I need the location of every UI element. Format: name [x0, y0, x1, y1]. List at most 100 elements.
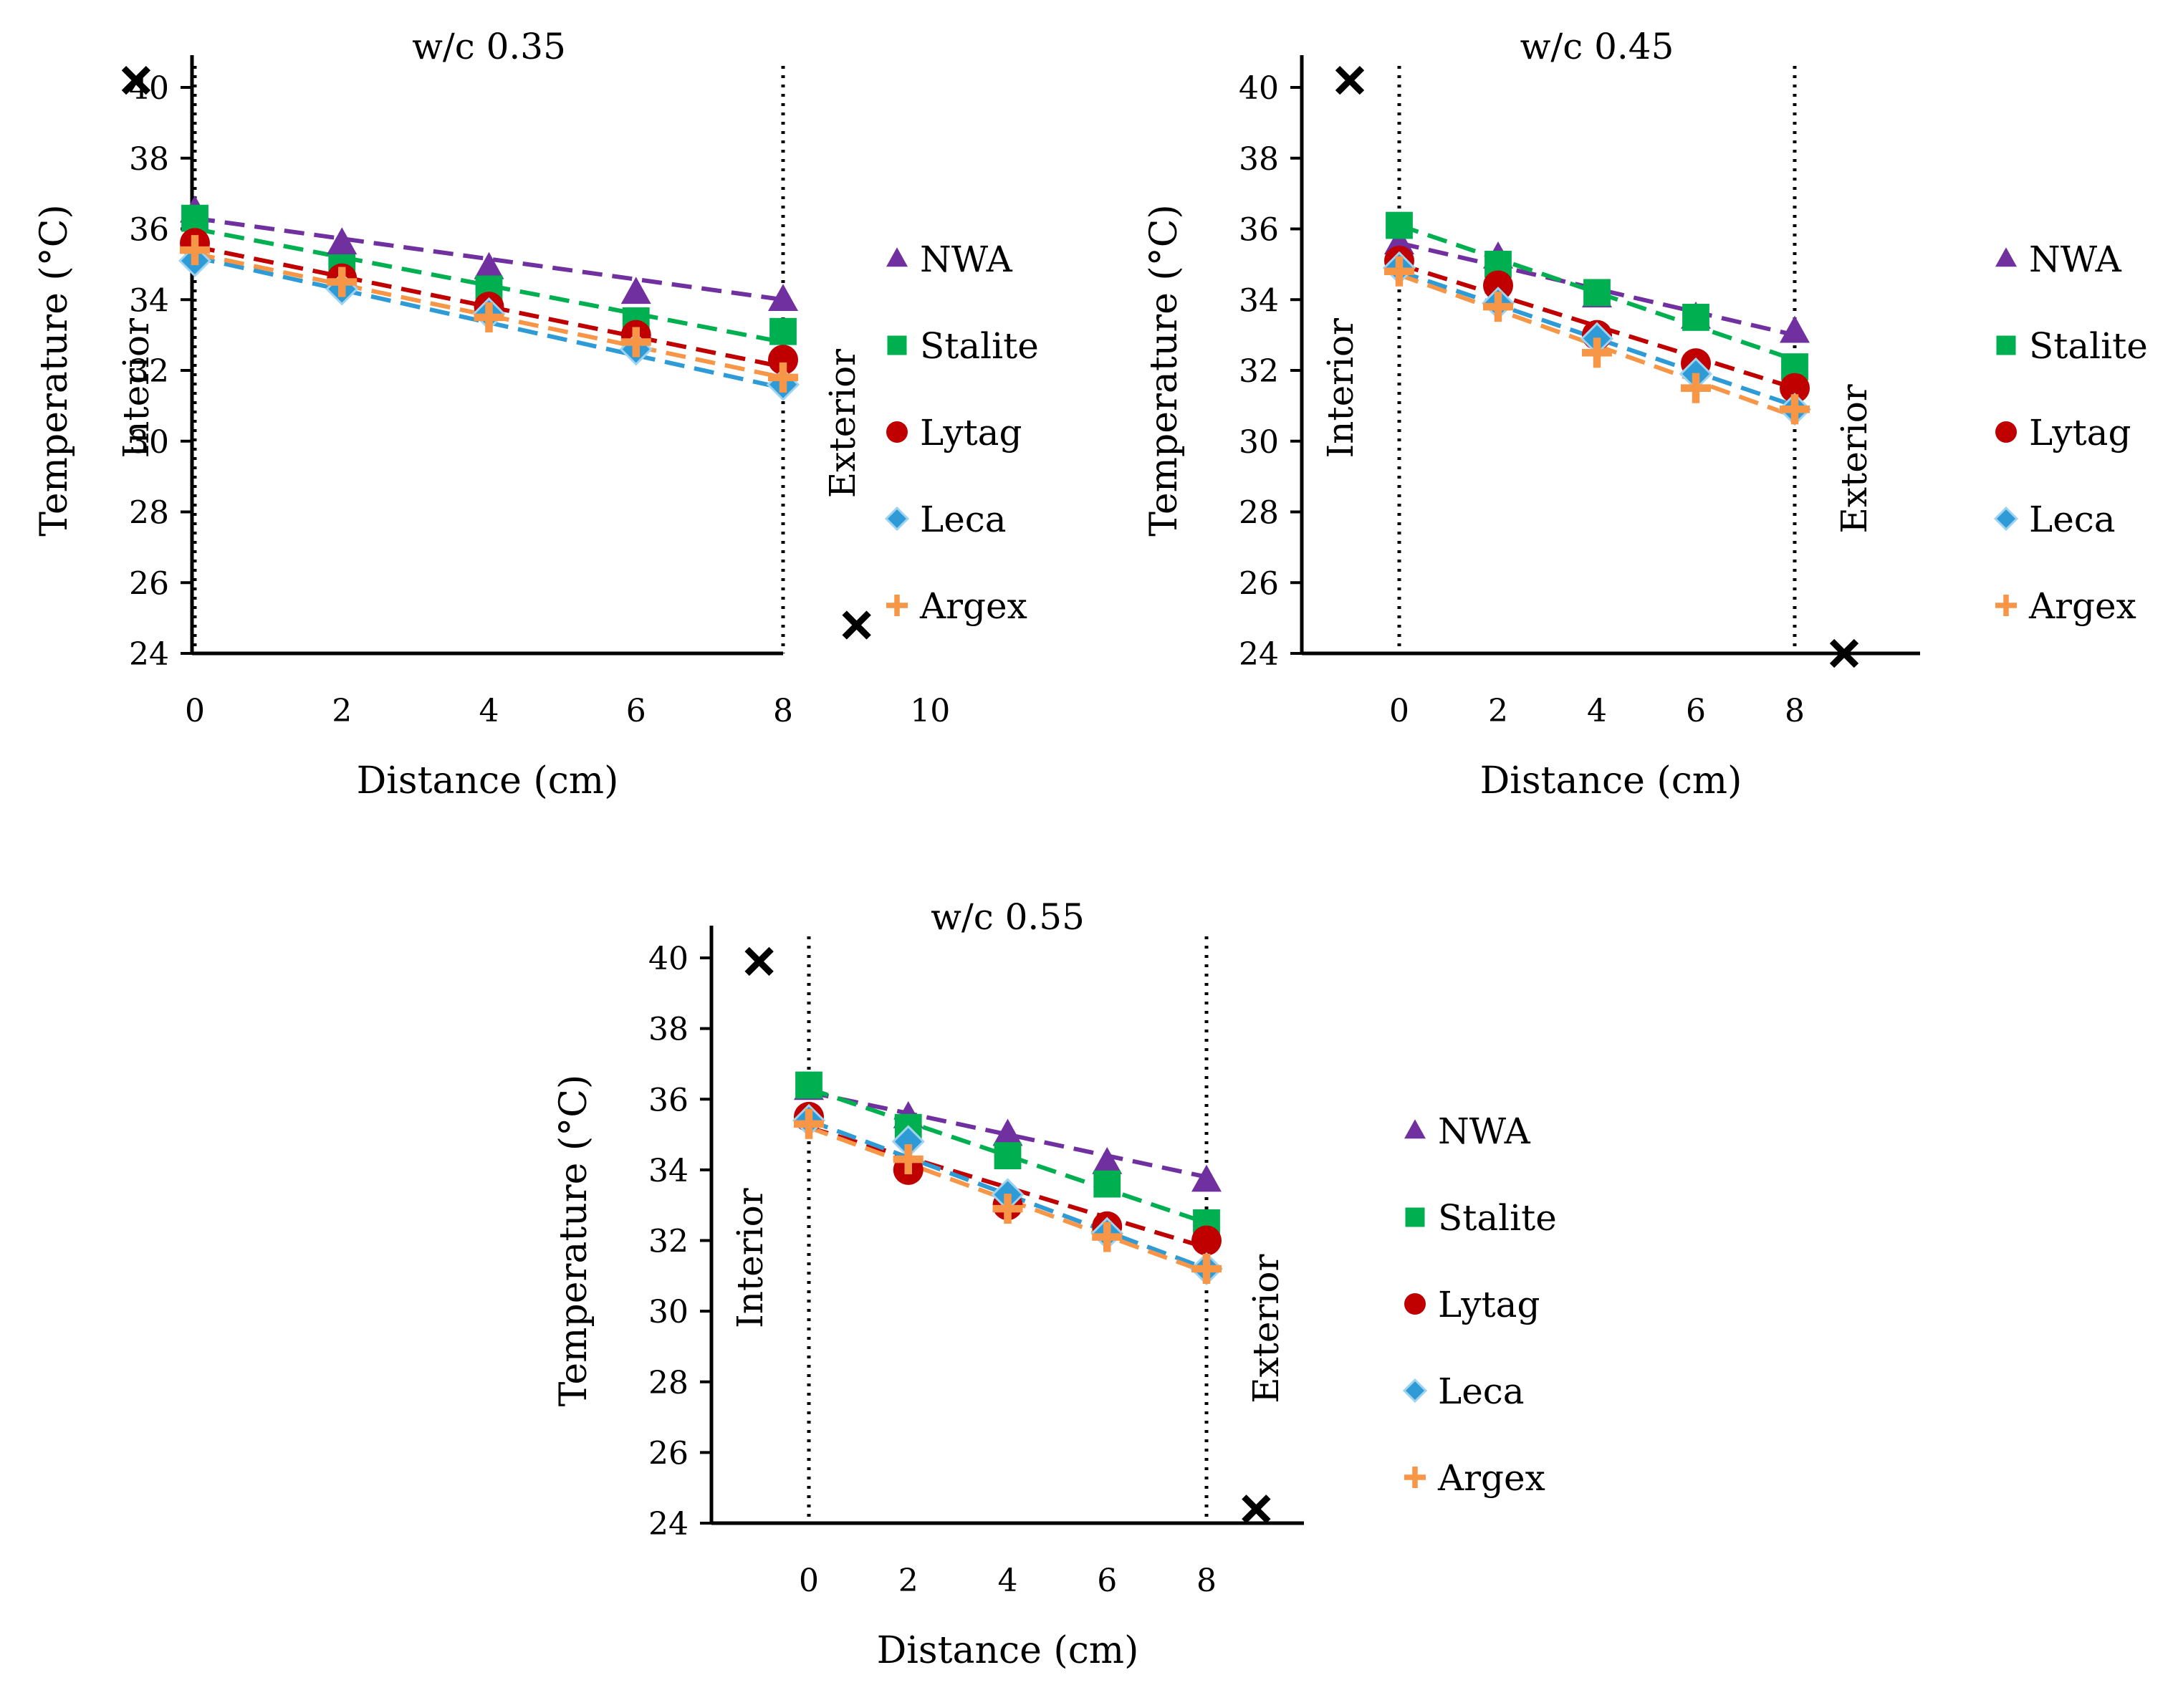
y-tick-label: 34: [129, 282, 169, 319]
data-point-argex: [1092, 1222, 1123, 1252]
legend-marker-nwa: [886, 247, 908, 267]
legend-label-nwa: NWA: [2029, 239, 2122, 280]
legend-label-nwa: NWA: [1438, 1110, 1531, 1152]
legend-label-stalite: Stalite: [2029, 325, 2148, 367]
trend-line-nwa: [808, 1090, 1207, 1179]
x-tick-label: 6: [1097, 1563, 1117, 1599]
y-tick-label: 30: [129, 424, 169, 461]
y-tick-label: 32: [129, 353, 169, 390]
legend-marker-leca: [1402, 1378, 1428, 1404]
data-point-nwa: [620, 277, 651, 304]
boundary-x-marker: [744, 946, 774, 977]
x-tick-label: 6: [1686, 693, 1706, 729]
data-point-argex: [1191, 1253, 1222, 1284]
boundary-x-marker: [842, 610, 871, 640]
data-point-argex: [620, 327, 651, 358]
exterior-label: Exterior: [822, 349, 863, 498]
y-tick-label: 26: [648, 1435, 689, 1472]
legend-marker-argex: [1404, 1467, 1426, 1488]
y-tick-label: 26: [1239, 565, 1279, 602]
y-tick-label: 28: [1239, 495, 1279, 532]
data-point-nwa: [327, 227, 358, 254]
data-point-stalite: [795, 1071, 822, 1099]
y-tick-label: 30: [648, 1294, 689, 1330]
legend-marker-leca: [1993, 506, 2019, 532]
data-point-stalite: [994, 1142, 1022, 1170]
x-axis-title: Distance (cm): [357, 759, 619, 802]
x-tick-label: 2: [898, 1563, 918, 1599]
y-tick-label: 26: [129, 565, 169, 602]
data-point-lytag: [1191, 1225, 1222, 1256]
x-tick-label: 4: [998, 1563, 1018, 1599]
x-tick-label: 2: [1488, 693, 1508, 729]
data-point-stalite: [1583, 279, 1611, 307]
x-tick-label: 4: [1587, 693, 1607, 729]
data-point-lytag: [1483, 270, 1513, 301]
y-axis-title: Temperature (°C): [33, 204, 76, 537]
trend-line-nwa: [1399, 241, 1795, 337]
y-tick-label: 24: [1239, 636, 1279, 673]
y-tick-label: 34: [648, 1153, 689, 1189]
data-point-argex: [1384, 256, 1414, 287]
legend-label-lytag: Lytag: [2029, 412, 2131, 454]
legend-label-stalite: Stalite: [920, 325, 1039, 367]
data-point-argex: [474, 302, 504, 332]
y-tick-label: 28: [648, 1365, 689, 1401]
trend-line-argex: [1398, 272, 1796, 419]
x-tick-label: 2: [332, 693, 352, 729]
data-point-argex: [992, 1194, 1023, 1224]
data-point-argex: [893, 1144, 924, 1175]
legend-marker-stalite: [887, 335, 907, 355]
data-point-argex: [1681, 373, 1711, 403]
legend-label-leca: Leca: [1438, 1371, 1525, 1412]
trend-line-lytag: [1399, 262, 1795, 390]
y-tick-label: 32: [648, 1224, 689, 1260]
legend-label-lytag: Lytag: [920, 412, 1022, 454]
y-axis-title: Temperature (°C): [1143, 204, 1186, 537]
x-tick-label: 0: [1389, 693, 1409, 729]
trend-line-lytag: [808, 1125, 1207, 1250]
chart-title: w/c 0.35: [412, 26, 566, 67]
legend-marker-nwa: [1995, 247, 2017, 267]
data-point-argex: [327, 267, 358, 297]
boundary-x-marker: [1829, 638, 1859, 668]
legend-label-lytag: Lytag: [1438, 1284, 1540, 1325]
chart-title: w/c 0.55: [931, 896, 1085, 938]
trend-line-argex: [194, 251, 784, 380]
y-tick-label: 32: [1239, 353, 1279, 390]
data-point-stalite: [769, 317, 797, 345]
exterior-label: Exterior: [1245, 1254, 1287, 1404]
legend-label-argex: Argex: [919, 585, 1027, 627]
data-point-lytag: [1780, 373, 1810, 403]
x-tick-label: 4: [479, 693, 499, 729]
legend-marker-nwa: [1404, 1119, 1426, 1139]
legend-marker-argex: [886, 595, 908, 616]
y-tick-label: 40: [1239, 70, 1279, 107]
y-tick-label: 40: [648, 941, 689, 977]
legend-marker-lytag: [1995, 421, 2017, 443]
legend-label-stalite: Stalite: [1438, 1197, 1557, 1239]
data-point-argex: [794, 1108, 824, 1139]
y-tick-label: 24: [648, 1506, 689, 1543]
x-tick-label: 8: [1785, 693, 1805, 729]
data-point-lytag: [768, 345, 798, 375]
data-point-nwa: [1191, 1164, 1222, 1192]
trend-line-stalite: [194, 226, 784, 345]
x-axis-title: Distance (cm): [1480, 759, 1742, 802]
chart-title: w/c 0.45: [1520, 26, 1674, 67]
legend-marker-argex: [1995, 595, 2017, 616]
data-point-nwa: [768, 284, 798, 311]
trend-line-lytag: [194, 244, 784, 370]
exterior-label: Exterior: [1833, 384, 1875, 533]
trend-line-leca: [1399, 269, 1795, 408]
y-tick-label: 30: [1239, 424, 1279, 461]
y-tick-label: 34: [1239, 282, 1279, 319]
data-point-argex: [1483, 292, 1513, 322]
y-tick-label: 36: [648, 1082, 689, 1118]
interior-label: Interior: [115, 318, 157, 459]
legend-label-argex: Argex: [2028, 585, 2136, 627]
legend-marker-lytag: [1404, 1293, 1426, 1315]
